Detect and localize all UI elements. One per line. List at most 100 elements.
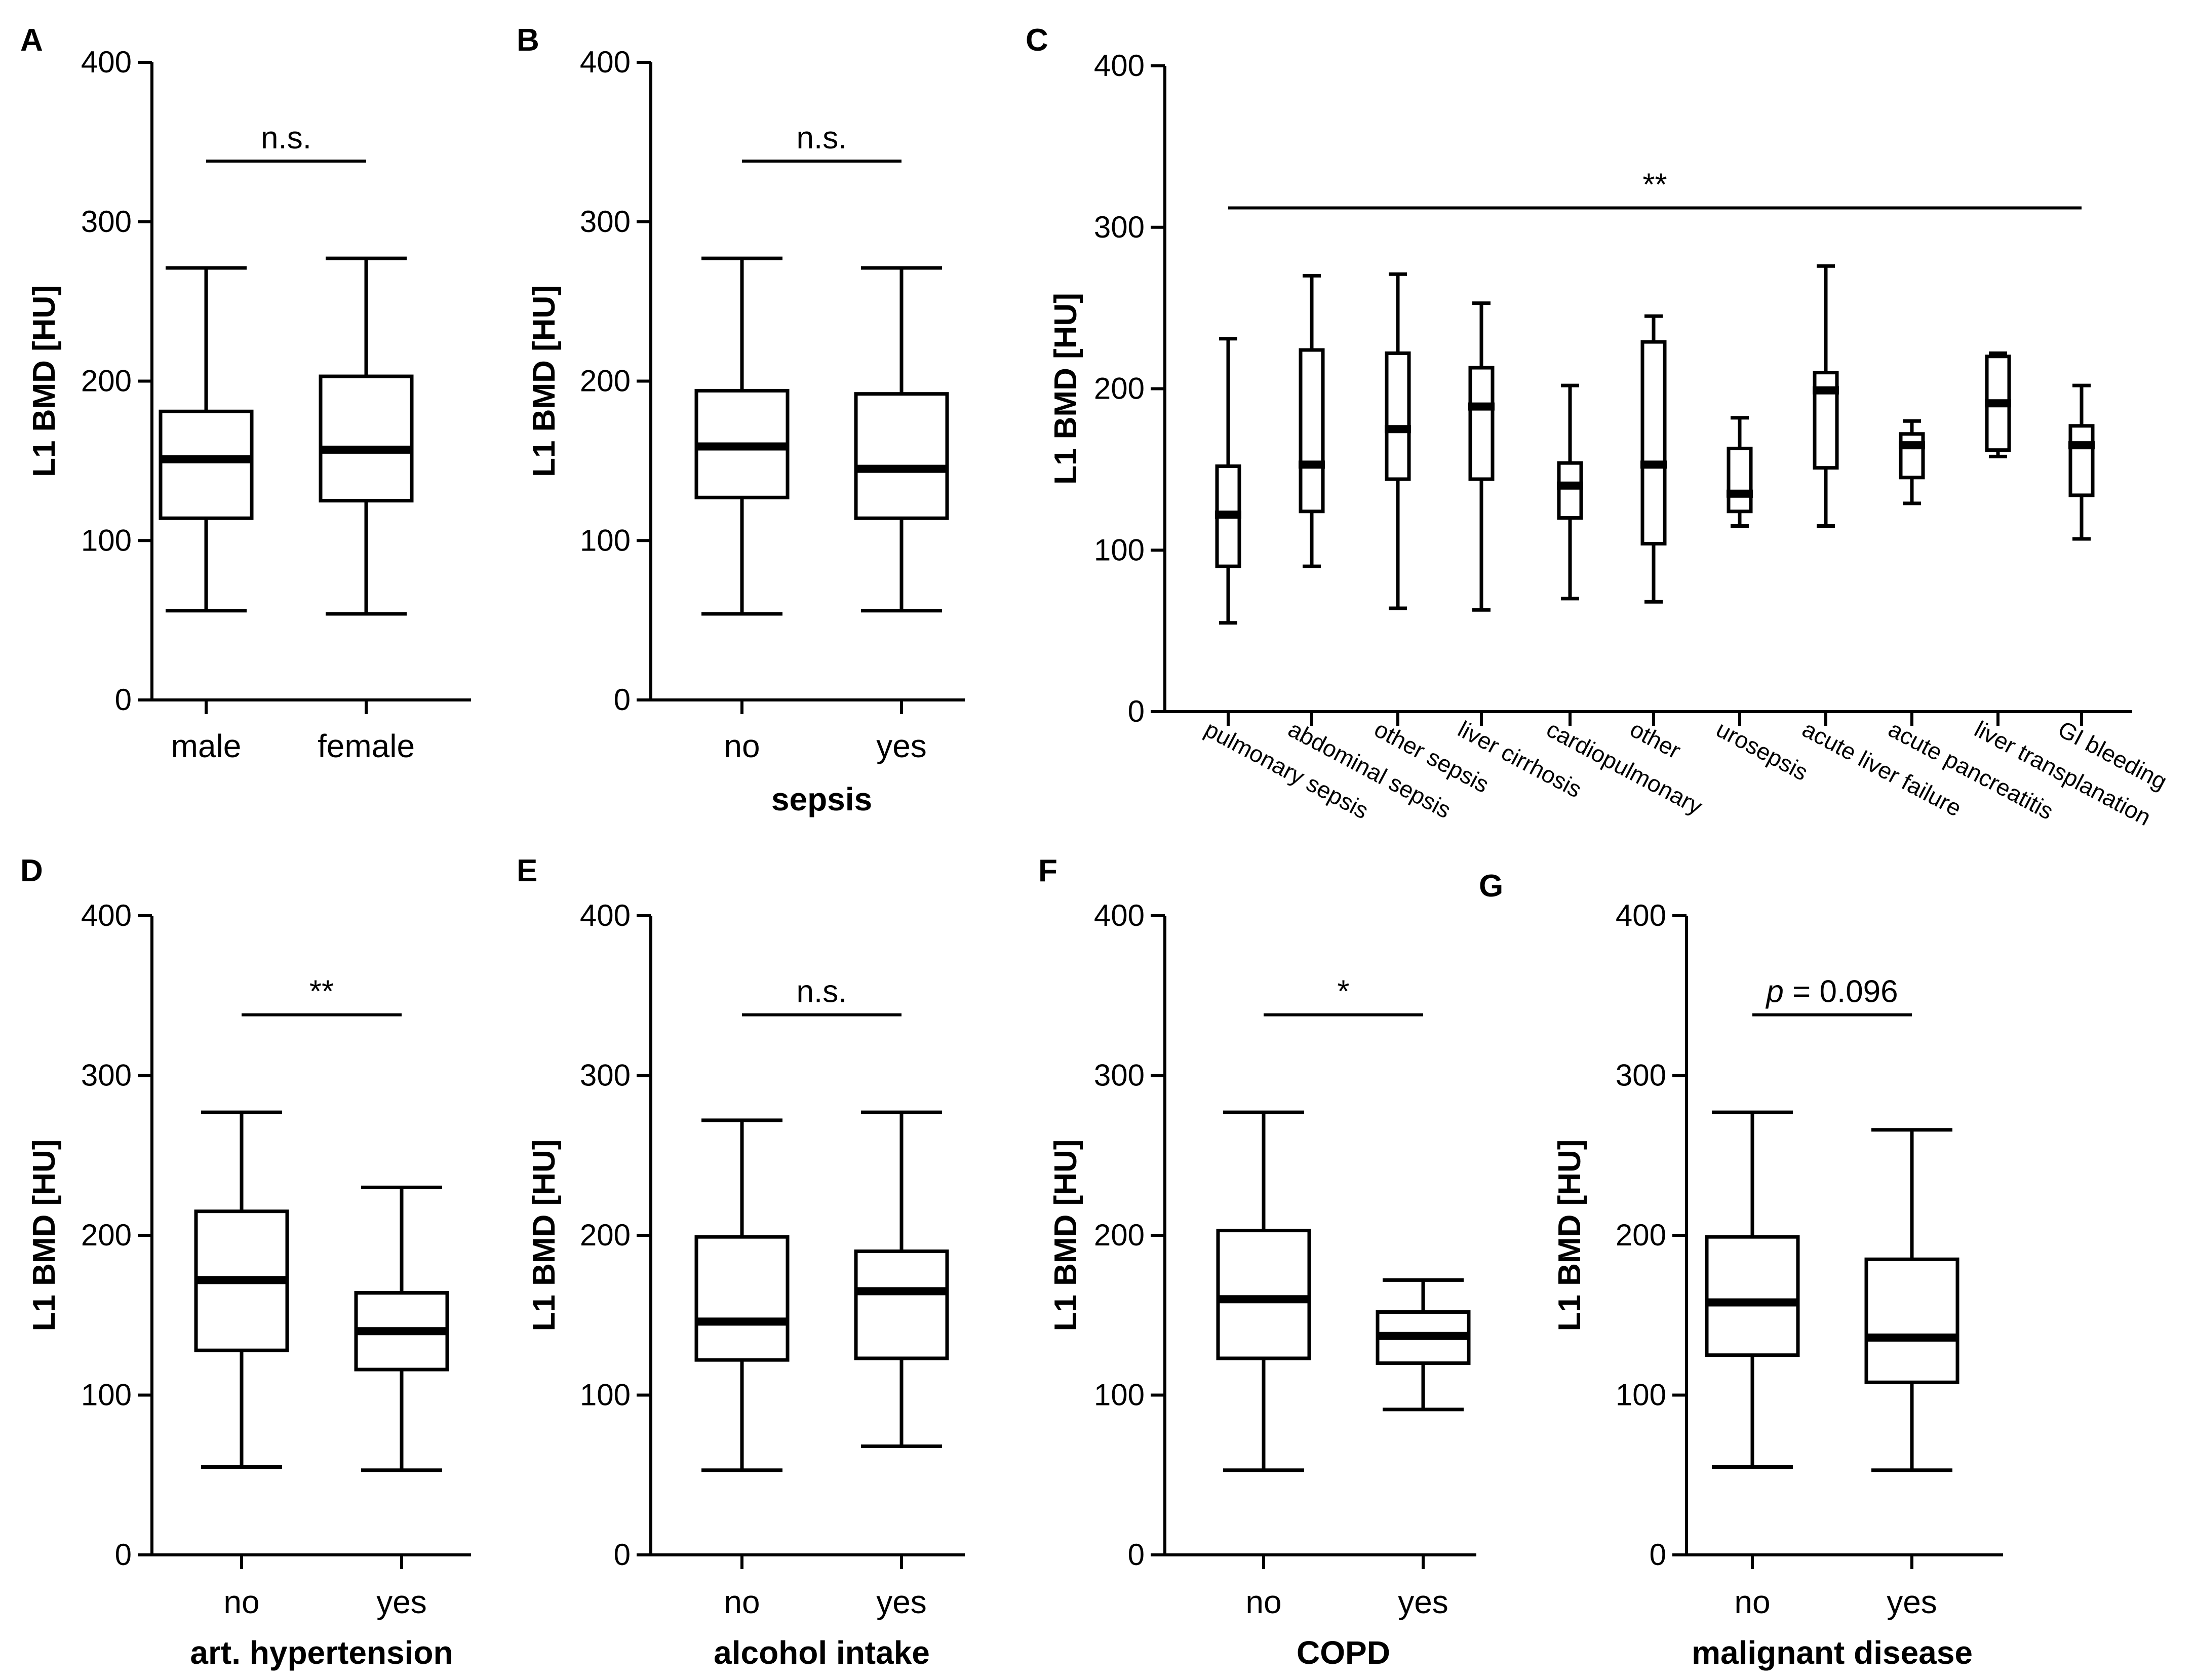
y-tick-label: 0 <box>1128 1538 1145 1572</box>
box-iqr <box>1385 351 1411 481</box>
x-axis-label: art. hypertension <box>190 1634 453 1671</box>
box-2 <box>854 1110 949 1448</box>
significance-label: ** <box>1642 168 1667 203</box>
box-1 <box>194 1110 289 1469</box>
box-1 <box>694 1118 790 1472</box>
box-2 <box>1299 274 1325 568</box>
y-tick-label: 0 <box>1128 694 1145 728</box>
category-label: yes <box>1398 1584 1448 1620</box>
y-tick-label: 100 <box>81 1378 132 1412</box>
box-2 <box>1376 1278 1471 1412</box>
significance-label: n.s. <box>797 121 847 155</box>
x-axis-label: malignant disease <box>1692 1634 1973 1671</box>
y-axis-label: L1 BMD [HU] <box>1048 1140 1083 1332</box>
box-iqr <box>1216 1229 1311 1360</box>
y-tick-label: 300 <box>81 205 132 239</box>
panel-letter: A <box>20 23 43 58</box>
y-axis-label: L1 BMD [HU] <box>527 285 562 477</box>
panel-letter: E <box>517 853 537 888</box>
box-8 <box>1813 264 1839 528</box>
y-tick-label: 0 <box>115 683 132 717</box>
y-tick-label: 400 <box>580 45 631 79</box>
box-iqr <box>2068 424 2095 497</box>
y-tick-label: 300 <box>81 1059 132 1092</box>
category-label: no <box>724 728 760 764</box>
panel-e: E 0 100 200 300 400 L1 BMD [HU] no yes alcohol in… <box>517 853 965 1671</box>
box-10 <box>1985 351 2011 458</box>
y-tick-label: 100 <box>580 523 631 557</box>
box-3 <box>1385 272 1411 610</box>
category-label: yes <box>1887 1584 1937 1620</box>
box-iqr <box>1864 1257 1959 1384</box>
significance-text: n.s. <box>797 121 847 155</box>
panel-a: A 0 100 200 300 400 L1 BMD [HU] male female n.s. <box>20 23 471 764</box>
y-axis-label: L1 BMD [HU] <box>1048 293 1083 485</box>
box-1 <box>1215 337 1241 625</box>
y-tick-label: 200 <box>1616 1218 1666 1252</box>
y-tick-label: 400 <box>1616 898 1666 932</box>
y-tick-label: 0 <box>614 1538 631 1572</box>
y-axis-label: L1 BMD [HU] <box>27 285 62 477</box>
category-label: no <box>1734 1584 1770 1620</box>
box-iqr <box>1813 371 1839 470</box>
significance-text: = 0.096 <box>1784 974 1898 1009</box>
box-1 <box>1216 1110 1311 1472</box>
box-1 <box>694 256 790 616</box>
y-tick-label: 400 <box>580 898 631 932</box>
x-axis-label: COPD <box>1297 1634 1390 1671</box>
significance-text: ** <box>309 974 334 1009</box>
box-iqr <box>854 392 949 520</box>
box-2 <box>354 1185 449 1472</box>
box-2 <box>1864 1128 1959 1472</box>
significance-label: * <box>1337 974 1349 1009</box>
y-tick-label: 100 <box>1094 533 1145 567</box>
significance-label: n.s. <box>261 121 311 155</box>
significance-label: ** <box>309 974 334 1009</box>
category-label: yes <box>876 728 927 764</box>
y-tick-label: 200 <box>81 1218 132 1252</box>
box-5 <box>1557 383 1583 601</box>
box-2 <box>854 266 949 613</box>
category-label: urosepsis <box>1712 716 1812 786</box>
box-11 <box>2068 383 2095 541</box>
panel-letter: C <box>1026 23 1048 58</box>
panel-d: D 0 100 200 300 400 L1 BMD [HU] no yes art. hyper… <box>20 853 471 1671</box>
y-tick-label: 300 <box>1094 1059 1145 1092</box>
box-1 <box>159 266 254 613</box>
box-iqr <box>1899 432 1925 480</box>
box-1 <box>1705 1110 1800 1469</box>
box-iqr <box>1557 461 1583 520</box>
y-tick-label: 300 <box>580 1059 631 1092</box>
y-tick-label: 200 <box>580 364 631 398</box>
y-tick-label: 0 <box>614 683 631 717</box>
significance-label: n.s. <box>797 974 847 1009</box>
panel-letter: F <box>1038 853 1057 888</box>
y-tick-label: 300 <box>1094 210 1145 244</box>
y-tick-label: 200 <box>81 364 132 398</box>
box-iqr <box>1299 348 1325 514</box>
box-2 <box>319 256 414 616</box>
box-iqr <box>854 1249 949 1360</box>
category-label: no <box>724 1584 760 1620</box>
x-axis-label: sepsis <box>771 781 872 817</box>
box-4 <box>1468 301 1495 612</box>
category-label: male <box>171 728 242 764</box>
category-label: yes <box>376 1584 427 1620</box>
y-tick-label: 400 <box>1094 49 1145 83</box>
y-tick-label: 300 <box>1616 1059 1666 1092</box>
y-tick-label: 100 <box>1094 1378 1145 1412</box>
panel-letter: D <box>20 853 43 888</box>
y-tick-label: 300 <box>580 205 631 239</box>
y-tick-label: 100 <box>1616 1378 1666 1412</box>
category-label: no <box>223 1584 259 1620</box>
box-iqr <box>1727 446 1753 514</box>
significance-text: n.s. <box>797 974 847 1009</box>
box-iqr <box>1705 1235 1800 1357</box>
y-tick-label: 200 <box>580 1218 631 1252</box>
box-6 <box>1640 314 1667 604</box>
panel-g: G 0 100 200 300 400 L1 BMD [HU] no yes malignant … <box>1479 869 2003 1671</box>
box-iqr <box>159 409 254 520</box>
y-tick-label: 0 <box>115 1538 132 1572</box>
